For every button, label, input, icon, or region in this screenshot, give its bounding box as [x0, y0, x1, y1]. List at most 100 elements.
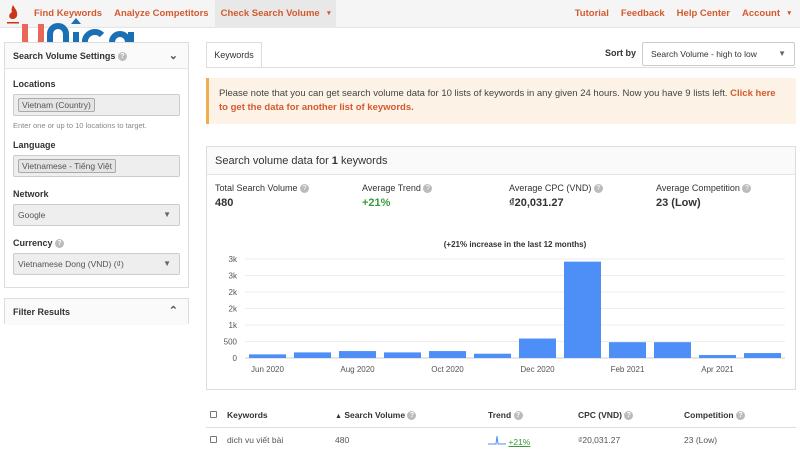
header-trend[interactable]: Trend ?	[488, 410, 523, 421]
sort-label: Sort by	[605, 48, 637, 58]
header-search-volume[interactable]: ▲ Search Volume ?	[335, 410, 417, 421]
header-label: Competition	[684, 410, 734, 420]
caret-down-icon: ▾	[787, 10, 791, 17]
cell-cpc: ₫20,031.27	[578, 435, 621, 445]
bar-oct-2020[interactable]	[429, 351, 466, 358]
language-label: Language	[13, 140, 56, 150]
cell-keyword: dich vu viết bài	[227, 435, 284, 445]
bar-aug-2020[interactable]	[339, 351, 376, 358]
caret-down-icon: ▼	[778, 49, 786, 58]
help-icon[interactable]: ?	[407, 411, 417, 421]
y-tick-label: 500	[224, 338, 238, 347]
x-tick-label: Feb 2021	[611, 365, 645, 374]
cell-trend[interactable]: +21%	[488, 435, 530, 447]
header-label: CPC (VND)	[578, 410, 622, 420]
x-tick-label: Aug 2020	[340, 365, 375, 374]
filter-results-panel[interactable]: Filter Results ⌃	[4, 298, 189, 325]
header-competition[interactable]: Competition ?	[684, 410, 745, 421]
header-keywords[interactable]: Keywords	[227, 410, 268, 420]
language-input[interactable]: Vietnamese - Tiếng Việt	[13, 155, 180, 177]
header-cpc[interactable]: CPC (VND) ?	[578, 410, 634, 421]
locations-input[interactable]: Vietnam (Country)	[13, 94, 180, 116]
search-volume-settings-panel: Search Volume Settings ? ⌄ Locations Viet…	[4, 42, 189, 288]
chevron-up-icon[interactable]: ⌃	[168, 305, 178, 317]
y-tick-label: 3k	[229, 255, 238, 264]
help-icon[interactable]: ?	[513, 411, 523, 421]
location-tag[interactable]: Vietnam (Country)	[18, 98, 95, 112]
currency-value: Vietnamese Dong (VND) (₫)	[18, 259, 124, 270]
select-all-checkbox[interactable]	[210, 411, 217, 418]
search-volume-bar-chart: (+21% increase in the last 12 months) 0 50…	[224, 240, 785, 374]
stat-label: Total Search Volume	[215, 183, 298, 193]
help-icon[interactable]: ?	[593, 184, 603, 194]
x-tick-label: Dec 2020	[520, 365, 555, 374]
help-icon[interactable]: ?	[624, 411, 634, 421]
settings-header[interactable]: Search Volume Settings ? ⌄	[5, 43, 188, 69]
keyword-count: 1	[331, 155, 338, 167]
help-icon[interactable]: ?	[423, 184, 433, 194]
nav-feedback[interactable]: Feedback	[620, 8, 665, 19]
nav-help-center[interactable]: Help Center	[676, 8, 730, 19]
bar-dec-2020[interactable]	[519, 338, 556, 358]
sort-select[interactable]: Search Volume - high to low ▼	[642, 42, 795, 66]
nav-analyze-competitors[interactable]: Analyze Competitors	[114, 8, 209, 19]
bar-jan-2021[interactable]	[564, 261, 601, 358]
cell-competition: 23 (Low)	[684, 435, 718, 445]
y-tick-label: 2k	[229, 305, 238, 314]
quota-notice: Please note that you can get search volu…	[206, 78, 796, 124]
row-checkbox[interactable]	[210, 436, 217, 443]
tab-keywords[interactable]: Keywords	[206, 42, 262, 68]
network-select[interactable]: Google ▼	[13, 204, 180, 226]
sort-value: Search Volume - high to low	[651, 49, 757, 59]
y-tick-label: 1k	[229, 321, 238, 330]
bar-jul-2020[interactable]	[294, 352, 331, 358]
help-icon[interactable]: ?	[742, 184, 752, 194]
language-tag[interactable]: Vietnamese - Tiếng Việt	[18, 159, 116, 173]
stat-label: Average CPC (VND)	[509, 183, 592, 193]
caret-down-icon: ▾	[327, 10, 331, 17]
stat-label: Average Competition	[656, 183, 740, 193]
bar-may-2021[interactable]	[744, 353, 781, 358]
bar-feb-2021[interactable]	[609, 342, 646, 358]
trend-sparkline-icon	[488, 435, 506, 445]
bar-apr-2021[interactable]	[699, 355, 736, 358]
trend-value[interactable]: +21%	[508, 437, 531, 447]
bar-mar-2021[interactable]	[654, 342, 691, 358]
stat-value: ₫20,031.27	[509, 197, 564, 210]
help-icon[interactable]: ?	[735, 411, 745, 421]
bar-nov-2020[interactable]	[474, 353, 511, 358]
notice-link[interactable]: Click here to get the data for another l…	[219, 88, 776, 113]
search-volume-card: Search volume data for 1 keywords Total …	[206, 146, 796, 390]
notice-text: Please note that you can get search volu…	[219, 88, 728, 99]
help-icon[interactable]: ?	[117, 52, 127, 62]
nav-tutorial[interactable]: Tutorial	[574, 8, 609, 19]
locations-hint: Enter one or up to 10 locations to targe…	[13, 121, 147, 130]
x-tick-label: Oct 2020	[431, 365, 464, 374]
nav-account[interactable]: Account ▾	[736, 0, 796, 28]
y-tick-label: 2k	[229, 288, 238, 297]
nav-label: Account	[742, 8, 780, 19]
x-tick-label: Jun 2020	[251, 365, 284, 374]
stat-value: +21%	[362, 197, 391, 210]
help-icon[interactable]: ?	[55, 239, 65, 249]
caret-down-icon: ▼	[163, 259, 171, 269]
chart-title: (+21% increase in the last 12 months)	[444, 240, 587, 249]
header-label: Trend	[488, 410, 512, 420]
currency-select[interactable]: Vietnamese Dong (VND) (₫) ▼	[13, 253, 180, 276]
filter-title: Filter Results	[13, 307, 71, 317]
nav-check-search-volume[interactable]: Check Search Volume ▾	[214, 0, 336, 28]
stat-average-cpc: Average CPC (VND) ? ₫20,031.27	[509, 183, 603, 209]
header-label: Search Volume	[344, 410, 406, 420]
bar-jun-2020[interactable]	[249, 354, 286, 358]
nav-left: Find Keywords Analyze Competitors Check …	[28, 0, 336, 28]
stat-average-competition: Average Competition ? 23 (Low)	[656, 183, 752, 209]
bar-sep-2020[interactable]	[384, 352, 421, 358]
chevron-down-icon[interactable]: ⌄	[168, 50, 178, 62]
nav-label: Check Search Volume	[220, 8, 320, 19]
network-value: Google	[18, 210, 46, 220]
help-icon[interactable]: ?	[300, 184, 310, 194]
y-tick-label: 3k	[229, 272, 238, 281]
nav-find-keywords[interactable]: Find Keywords	[34, 8, 103, 19]
title-text: keywords	[337, 155, 388, 167]
sort-asc-icon: ▲	[335, 413, 342, 420]
